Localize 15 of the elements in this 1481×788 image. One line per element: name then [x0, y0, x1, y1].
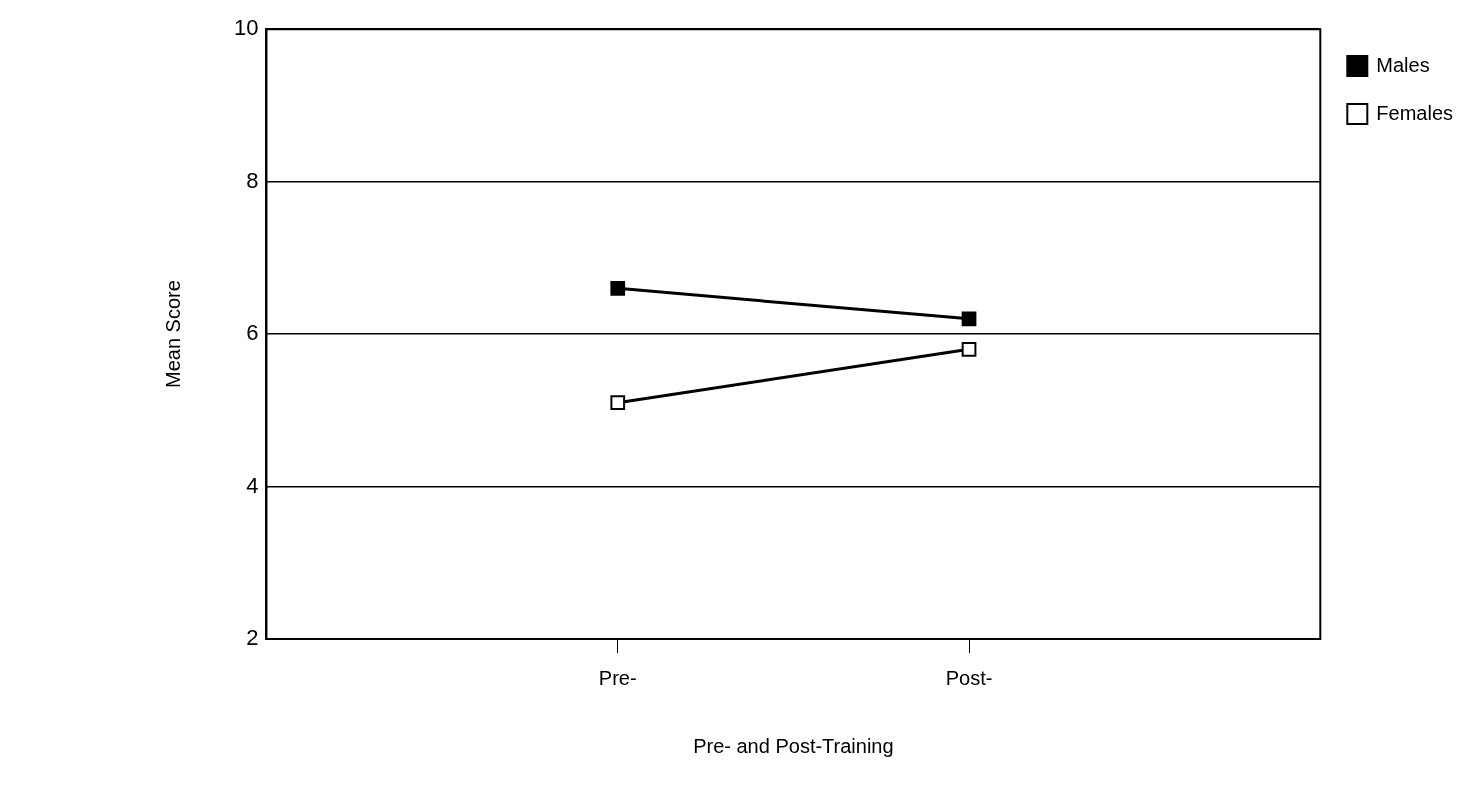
y-tick-label: 2: [246, 625, 259, 651]
y-axis-title: Mean Score: [161, 280, 184, 389]
point: [961, 311, 977, 327]
y-tick-label: 10: [233, 15, 259, 41]
y-tick-label: 8: [246, 167, 259, 193]
point: [610, 281, 626, 296]
x-tick-label: Post-: [945, 666, 993, 689]
legend-label: Males: [1376, 53, 1430, 76]
legend-label: Females: [1376, 101, 1454, 124]
x-tick-label: Pre-: [598, 666, 637, 689]
y-tick-label: 6: [246, 320, 259, 346]
point: [961, 341, 977, 357]
point: [610, 395, 626, 411]
y-tick-label: 4: [246, 472, 259, 498]
x-axis-title: Pre- and Post-Training: [693, 734, 894, 757]
